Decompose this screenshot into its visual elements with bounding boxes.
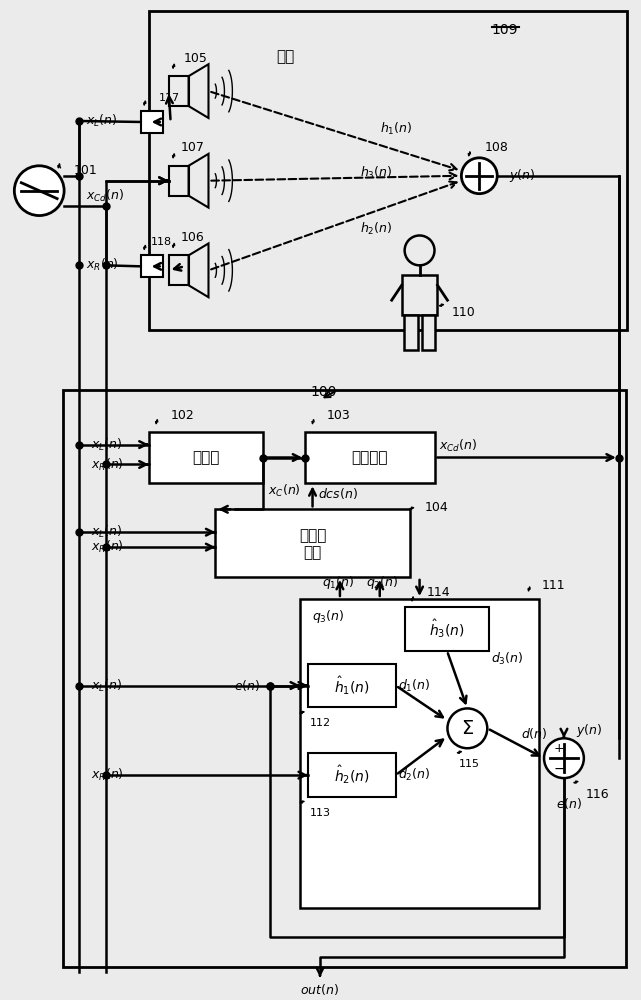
Text: $e(n)$: $e(n)$ [556, 796, 582, 811]
Text: 109: 109 [491, 23, 517, 37]
Text: $x_R(n)$: $x_R(n)$ [91, 767, 124, 783]
Circle shape [544, 738, 584, 778]
FancyBboxPatch shape [215, 509, 410, 577]
Text: $e(n)$: $e(n)$ [234, 678, 260, 693]
Text: 107: 107 [181, 141, 204, 154]
Text: 103: 103 [327, 409, 351, 422]
Text: $x_{Cd}(n)$: $x_{Cd}(n)$ [86, 188, 124, 204]
Text: −: − [553, 762, 565, 776]
Text: 控制: 控制 [303, 546, 322, 561]
Text: $x_R(n)$: $x_R(n)$ [86, 257, 119, 273]
FancyBboxPatch shape [63, 390, 626, 967]
Text: 113: 113 [310, 808, 331, 818]
Text: $x_R(n)$: $x_R(n)$ [91, 539, 124, 555]
Text: $h_3(n)$: $h_3(n)$ [360, 165, 392, 181]
FancyBboxPatch shape [308, 664, 395, 707]
Text: $q_2(n)$: $q_2(n)$ [365, 574, 398, 591]
FancyBboxPatch shape [404, 315, 417, 350]
Text: 115: 115 [459, 759, 480, 769]
Text: +: + [554, 742, 564, 755]
Text: 去相关: 去相关 [299, 528, 326, 543]
Circle shape [404, 235, 435, 265]
Text: $x_L(n)$: $x_L(n)$ [91, 677, 122, 694]
FancyBboxPatch shape [169, 76, 188, 106]
Circle shape [14, 166, 64, 216]
FancyBboxPatch shape [169, 166, 188, 196]
FancyBboxPatch shape [308, 753, 395, 797]
Text: $q_1(n)$: $q_1(n)$ [322, 574, 354, 591]
Text: $d(n)$: $d(n)$ [520, 726, 547, 741]
Text: 112: 112 [310, 718, 331, 728]
Text: 117: 117 [159, 93, 180, 103]
Circle shape [447, 708, 487, 748]
Text: 108: 108 [485, 141, 508, 154]
FancyBboxPatch shape [305, 432, 435, 483]
FancyBboxPatch shape [141, 255, 163, 277]
Text: $x_L(n)$: $x_L(n)$ [91, 437, 122, 453]
Text: 101: 101 [74, 164, 98, 177]
Text: $\hat{h}_1(n)$: $\hat{h}_1(n)$ [334, 674, 370, 697]
Text: $x_L(n)$: $x_L(n)$ [86, 113, 117, 129]
Text: 118: 118 [151, 237, 172, 247]
FancyBboxPatch shape [404, 607, 489, 651]
Text: $out(n)$: $out(n)$ [301, 982, 340, 997]
Text: 102: 102 [171, 409, 194, 422]
Text: $x_R(n)$: $x_R(n)$ [91, 456, 124, 473]
Circle shape [462, 158, 497, 194]
Text: 106: 106 [181, 231, 204, 244]
Text: 104: 104 [424, 501, 448, 514]
Text: 116: 116 [586, 788, 610, 801]
FancyBboxPatch shape [149, 432, 263, 483]
Text: $d_2(n)$: $d_2(n)$ [397, 767, 430, 783]
FancyBboxPatch shape [169, 255, 188, 285]
Text: $y(n)$: $y(n)$ [576, 722, 602, 739]
Text: $y(n)$: $y(n)$ [509, 167, 535, 184]
Text: $d_3(n)$: $d_3(n)$ [491, 651, 524, 667]
Text: $d_1(n)$: $d_1(n)$ [397, 677, 430, 694]
Text: 111: 111 [542, 579, 565, 592]
Text: $x_L(n)$: $x_L(n)$ [91, 524, 122, 540]
Text: 房间: 房间 [276, 49, 294, 64]
Text: $x_C(n)$: $x_C(n)$ [268, 483, 301, 499]
Text: 100: 100 [310, 385, 337, 399]
Text: $q_3(n)$: $q_3(n)$ [312, 608, 344, 625]
FancyBboxPatch shape [402, 275, 438, 315]
Text: 上混合: 上混合 [192, 450, 220, 465]
Text: 110: 110 [451, 306, 475, 319]
Text: $\Sigma$: $\Sigma$ [461, 719, 474, 738]
FancyBboxPatch shape [422, 315, 435, 350]
FancyBboxPatch shape [300, 599, 539, 908]
Text: $h_2(n)$: $h_2(n)$ [360, 220, 392, 237]
FancyBboxPatch shape [149, 11, 627, 330]
Text: 105: 105 [183, 52, 208, 65]
Text: $h_1(n)$: $h_1(n)$ [379, 121, 412, 137]
Text: 114: 114 [426, 586, 450, 599]
Text: $\hat{h}_3(n)$: $\hat{h}_3(n)$ [429, 617, 465, 640]
FancyBboxPatch shape [141, 111, 163, 133]
Text: 去相关器: 去相关器 [351, 450, 388, 465]
Text: $dcs(n)$: $dcs(n)$ [317, 486, 358, 501]
Text: $\hat{h}_2(n)$: $\hat{h}_2(n)$ [334, 764, 370, 786]
Text: $x_{Cd}(n)$: $x_{Cd}(n)$ [440, 438, 478, 454]
